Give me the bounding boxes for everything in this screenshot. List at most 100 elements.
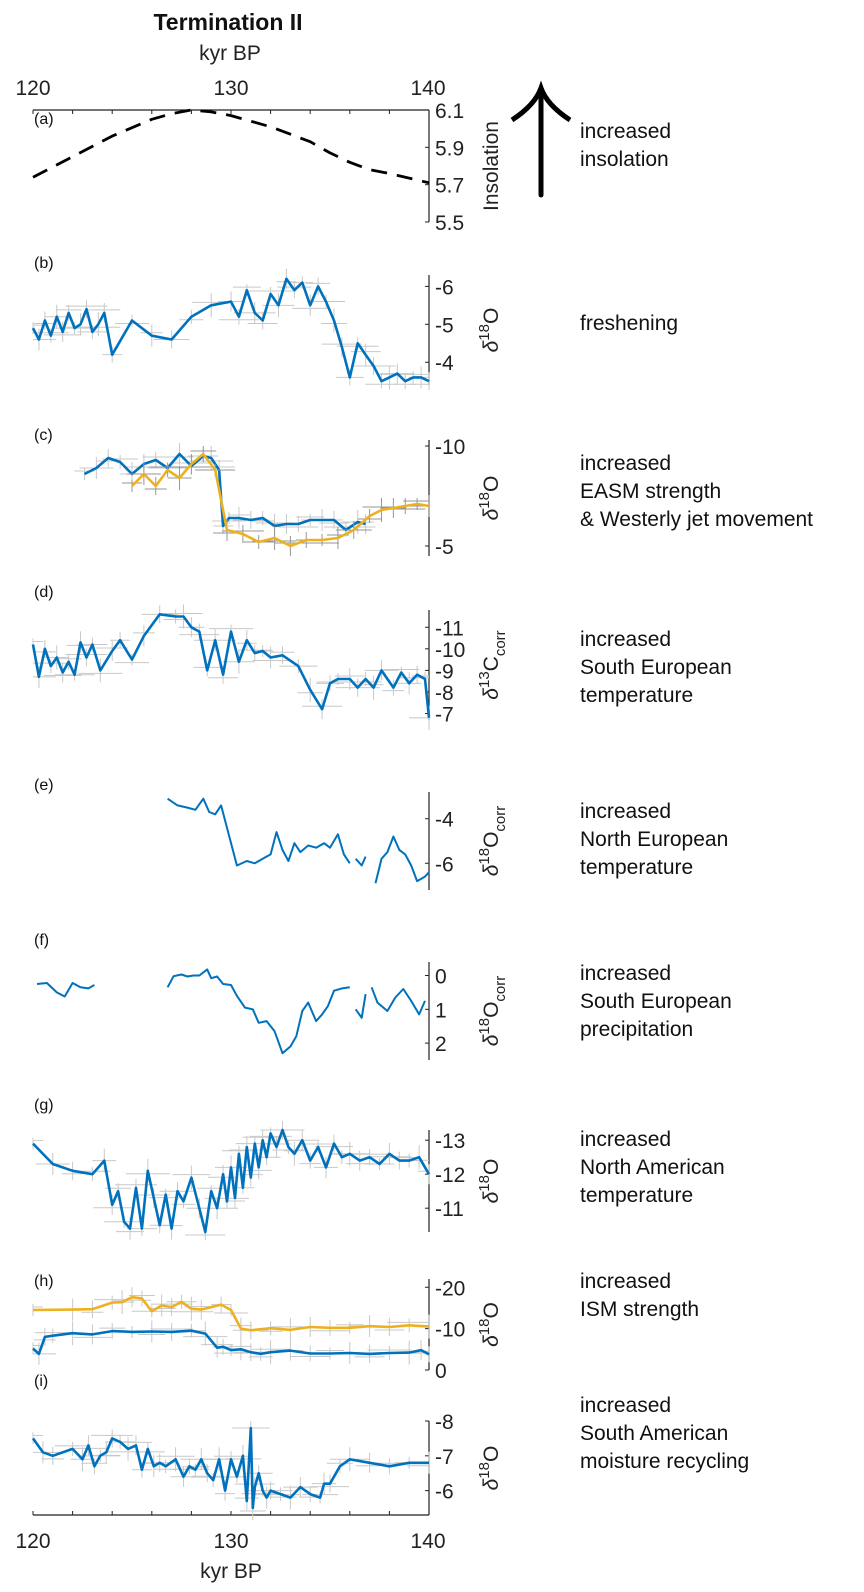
series-line: [36, 982, 95, 998]
y-axis-label: δ18O: [476, 1302, 503, 1347]
series-segment-1: [167, 797, 351, 867]
description-line: increased: [580, 962, 672, 985]
y-tick-label: 5.9: [435, 137, 464, 160]
chart-title: Termination II: [153, 9, 302, 35]
top-x-tick-label: 140: [410, 77, 445, 100]
y-tick-label: -11: [435, 617, 464, 640]
panel-b: (b) -6 -5 -4 δ18O: [31, 255, 503, 391]
panel-letter: (g): [34, 1097, 54, 1114]
panel-e: (e) -4 -6 δ18Ocorr: [34, 777, 509, 890]
panel-description-g: increased North American temperature: [580, 1126, 725, 1210]
description-line: moisture recycling: [580, 1450, 750, 1473]
y-tick-label: -7: [435, 704, 454, 727]
y-tick-label: -12: [435, 1164, 465, 1187]
description-line: insolation: [580, 148, 669, 171]
panel-g: (g) -11 -12 -13 δ18O: [32, 1097, 503, 1240]
description-line: increased: [580, 628, 672, 651]
bottom-x-axis-title: kyr BP: [200, 1560, 262, 1583]
series-record: [31, 604, 431, 730]
y-axis-label: δ18O: [476, 1446, 503, 1491]
series-line: [370, 986, 426, 1016]
series-segment-2: [354, 856, 367, 867]
panel-description-e: increased North European temperature: [580, 798, 728, 882]
y-axis-label: δ18O: [476, 308, 503, 353]
y-tick-label: 6.1: [435, 100, 464, 123]
y-tick-label: -20: [435, 1277, 465, 1300]
y-tick-label: -5: [435, 536, 454, 559]
y-axis-label: Insolation: [480, 121, 503, 211]
panel-letter: (e): [34, 777, 54, 794]
y-tick-label: -9: [435, 660, 454, 683]
y-tick-label: 0: [435, 966, 447, 989]
series-record: [31, 1420, 430, 1521]
description-line: ISM strength: [580, 1298, 700, 1321]
y-axis-label: δ18O: [476, 1159, 503, 1204]
description-line: temperature: [580, 1184, 694, 1207]
description-line: North American: [580, 1156, 725, 1179]
y-tick-label: -4: [435, 809, 454, 832]
y-axis-label: δ18Ocorr: [476, 976, 509, 1047]
series-line: [374, 835, 430, 884]
description-line: increased: [580, 800, 672, 823]
y-tick-label: 1: [435, 999, 447, 1022]
description-line: temperature: [580, 856, 694, 879]
series-record: [32, 1121, 431, 1240]
panel-description-h: increased ISM strength: [580, 1268, 699, 1324]
panel-description-f: increased South European precipitation: [580, 960, 732, 1044]
y-axis-label: δ18Ocorr: [476, 806, 509, 877]
description-line: South European: [580, 656, 732, 679]
description-line: temperature: [580, 684, 694, 707]
y-tick-label: -8: [435, 682, 454, 705]
series-line: [354, 993, 367, 1019]
description-line: North European: [580, 828, 729, 851]
y-tick-label: -13: [435, 1130, 465, 1153]
series-line: [354, 856, 367, 867]
y-tick-label: -6: [435, 276, 454, 299]
description-line: South European: [580, 990, 732, 1013]
y-tick-label: -10: [435, 1319, 465, 1342]
top-x-tick-label: 120: [15, 77, 50, 100]
series-line: [166, 968, 350, 1055]
y-tick-label: 2: [435, 1033, 447, 1056]
description-line: increased: [580, 1270, 672, 1293]
panel-h: (h) -20 -10 0 δ18O: [32, 1273, 503, 1383]
series-segment-3: [354, 993, 367, 1019]
panel-description-c: increased EASM strength & Westerly jet mov…: [580, 450, 813, 534]
y-tick-label: -6: [435, 853, 454, 876]
y-axis-label: δ13Ccorr: [476, 630, 509, 699]
description-line: EASM strength: [580, 480, 722, 503]
series-insolation: [32, 108, 430, 185]
panel-description-b: freshening: [580, 310, 678, 338]
panel-letter: (d): [34, 584, 54, 601]
series-segment-3: [374, 835, 430, 884]
y-tick-label: -5: [435, 314, 454, 337]
series-record: [31, 268, 430, 391]
description-line: South American: [580, 1422, 729, 1445]
y-tick-label: -8: [435, 1411, 454, 1434]
description-line: freshening: [580, 312, 679, 335]
series-line: [32, 1329, 430, 1356]
series-line: [32, 108, 430, 185]
bottom-x-tick-label: 130: [213, 1530, 248, 1553]
y-axis-label: δ18O: [476, 476, 503, 521]
y-tick-label: -10: [435, 436, 465, 459]
panel-letter: (h): [34, 1273, 54, 1290]
description-line: increased: [580, 1128, 672, 1151]
bottom-x-tick-label: 140: [410, 1530, 445, 1553]
description-line: & Westerly jet movement: [580, 508, 814, 531]
y-tick-label: -7: [435, 1446, 454, 1469]
y-tick-label: -10: [435, 639, 465, 662]
y-tick-label: -11: [435, 1198, 464, 1221]
description-line: increased: [580, 1394, 672, 1417]
description-line: increased: [580, 452, 672, 475]
series-segment-1: [36, 982, 95, 998]
series-segment-4: [370, 986, 426, 1016]
bottom-x-tick-label: 120: [15, 1530, 50, 1553]
description-line: increased: [580, 120, 672, 143]
y-tick-label: 0: [435, 1360, 447, 1383]
y-tick-label: 5.7: [435, 175, 464, 198]
series-record-2: [32, 1320, 430, 1365]
panel-letter: (b): [34, 255, 54, 272]
panel-f: (f) 0 1 2 δ18Ocorr: [34, 932, 509, 1060]
